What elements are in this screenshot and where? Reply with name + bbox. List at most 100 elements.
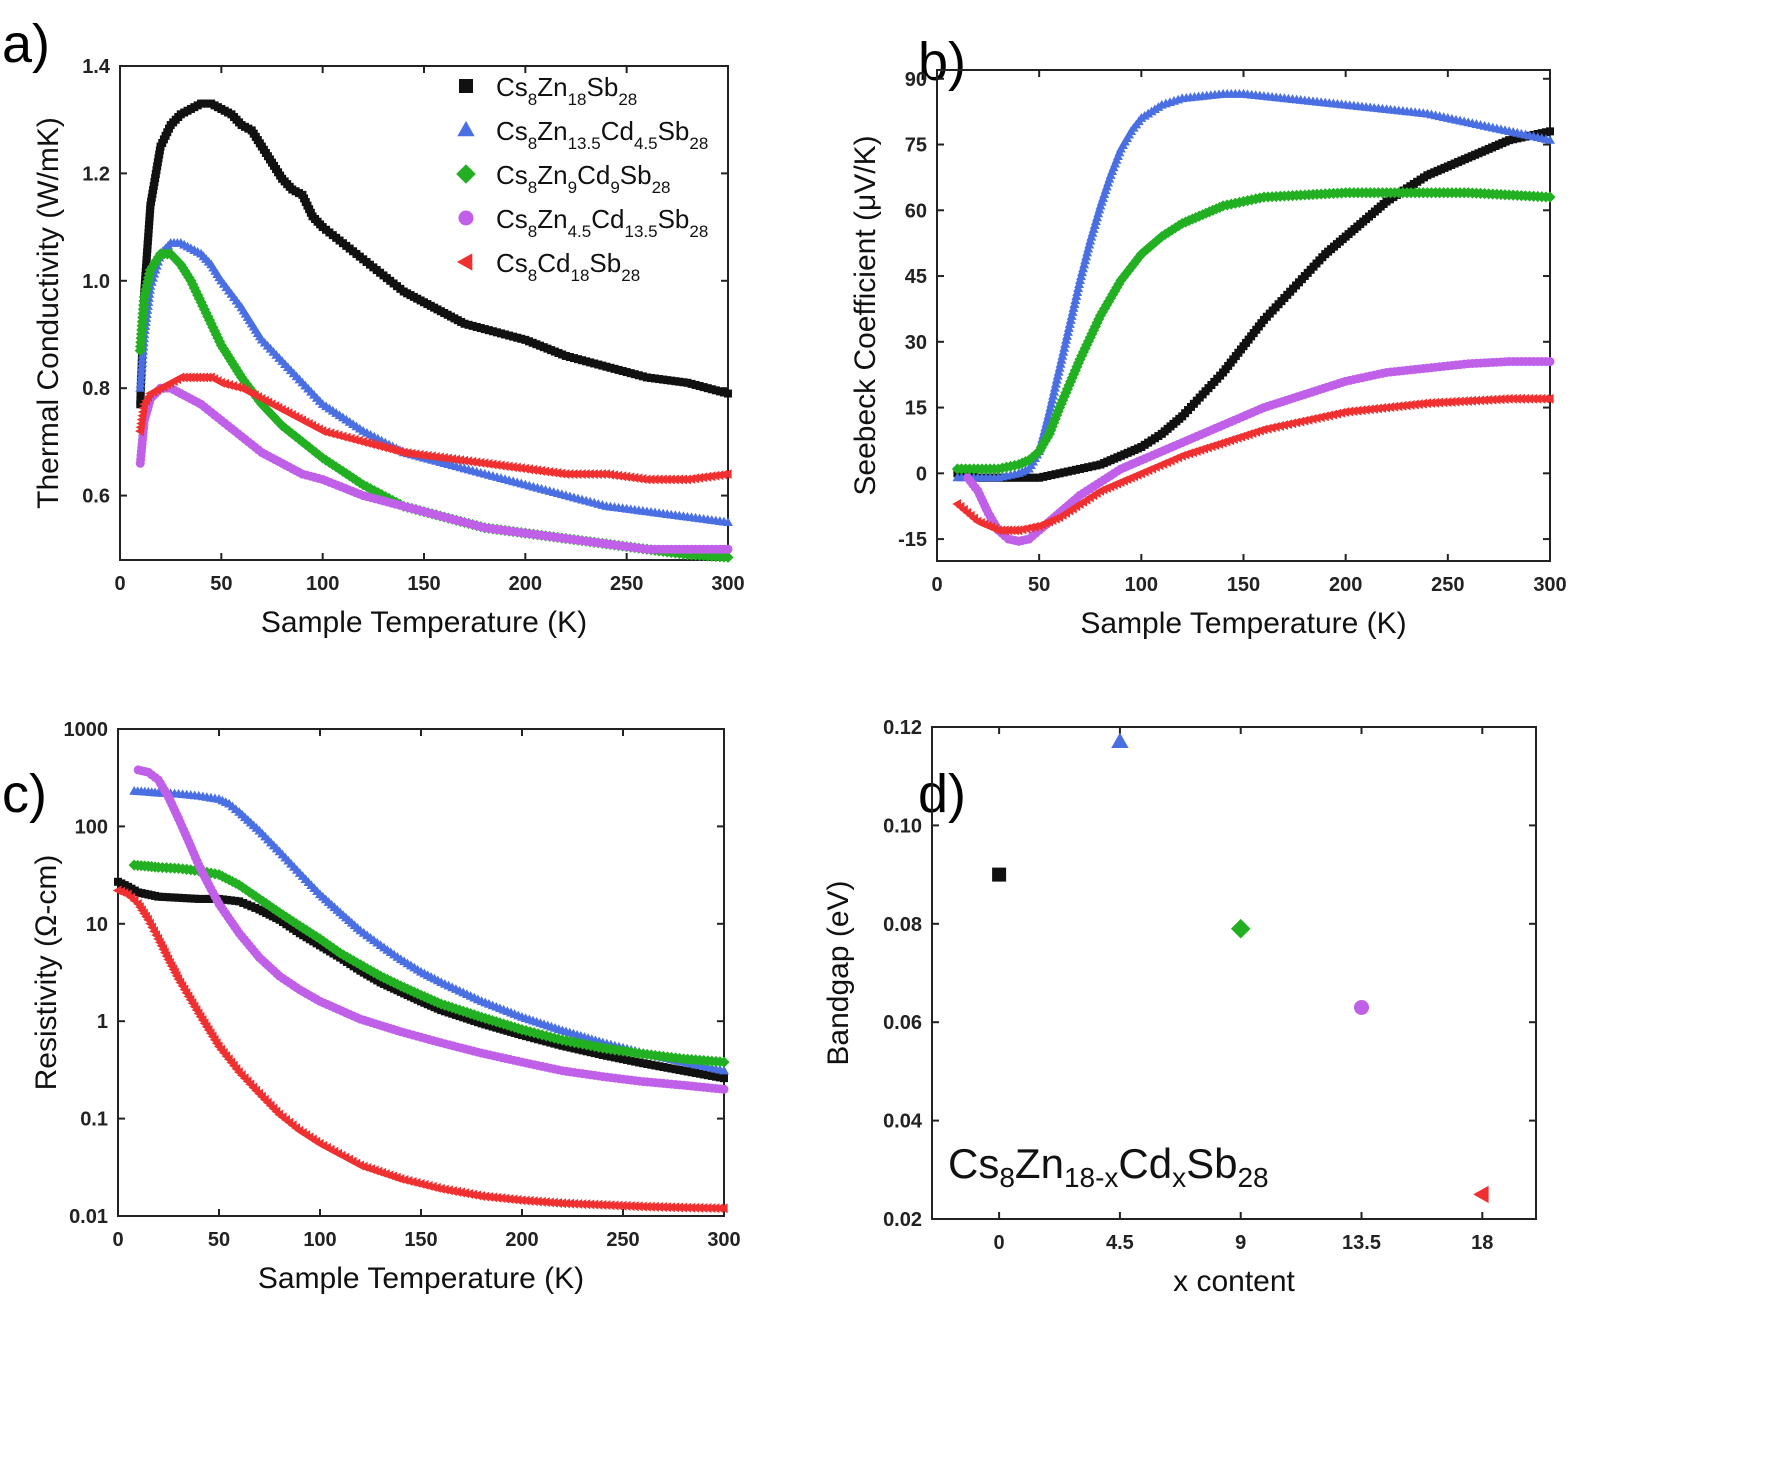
legend-marker [456, 253, 473, 271]
data-point [455, 455, 465, 466]
data-point [1023, 454, 1035, 466]
data-point [411, 1177, 421, 1188]
x-tick-label: 250 [606, 1229, 639, 1251]
y-tick-label: 45 [905, 266, 927, 288]
data-point [546, 1038, 555, 1047]
x-tick-label: 50 [210, 573, 232, 595]
data-point [344, 470, 356, 482]
data-point [1397, 400, 1407, 411]
series-cs8zn9cd9sb28 [951, 187, 1556, 475]
y-tick-label: -15 [898, 529, 927, 551]
data-point [675, 377, 684, 386]
y-tick-label: 1.0 [82, 271, 110, 293]
data-point [256, 398, 268, 410]
data-point [247, 888, 259, 900]
y-tick-label: 0.12 [883, 717, 922, 739]
data-point [1385, 402, 1395, 413]
data-point [186, 894, 195, 903]
data-point [202, 894, 211, 903]
panel-label-c: c) [2, 764, 47, 824]
data-point [651, 1061, 660, 1070]
data-point [1537, 129, 1546, 138]
data-point [497, 329, 506, 338]
data-point [532, 465, 542, 476]
data-point [562, 1042, 571, 1051]
data-point [361, 481, 373, 493]
data-point [354, 476, 366, 489]
legend-marker [456, 164, 476, 184]
panel-c: 0 50 100 150 200 250 300 0.01 0.1 1 10 100 1000 Sampl… [30, 719, 741, 1295]
x-tick-label: 9 [1235, 1232, 1246, 1254]
data-point [476, 324, 485, 333]
data-point [398, 447, 408, 458]
data-point [407, 1176, 417, 1187]
data-point [659, 375, 668, 384]
data-point [618, 366, 627, 375]
data-point [1111, 732, 1129, 749]
x-axis-title: Sample Temperature (K) [1080, 607, 1406, 640]
data-point [719, 1084, 729, 1094]
data-point [1505, 136, 1514, 145]
data-point [679, 378, 688, 387]
data-point [1513, 134, 1522, 143]
data-point [626, 369, 635, 378]
y-tick-label: 0.08 [883, 914, 922, 936]
x-tick-label: 300 [711, 573, 744, 595]
x-tick-label: 0 [114, 573, 125, 595]
data-point [690, 473, 700, 484]
y-axis-title: Thermal Conductivity (W/mK) [32, 117, 65, 509]
data-point [639, 1059, 648, 1068]
data-point [162, 893, 171, 902]
data-point [1475, 395, 1485, 406]
panel-b: 0 50 100 150 200 250 300 -15 0 15 30 45 60 75 90 Sample… [849, 69, 1567, 640]
data-point [625, 472, 635, 483]
data-point [505, 331, 514, 340]
data-point [703, 1071, 712, 1080]
data-point [569, 354, 578, 363]
y-tick-label: 0.8 [82, 378, 110, 400]
data-point [264, 407, 277, 420]
y-axis-title: Resistivity (Ω-cm) [30, 855, 63, 1091]
data-point [507, 462, 517, 473]
data-point [722, 551, 734, 563]
data-point [548, 467, 558, 478]
data-point [136, 396, 145, 405]
data-point [694, 472, 704, 483]
data-point [623, 1055, 632, 1064]
y-tick-label: 15 [905, 398, 927, 420]
data-point [447, 454, 456, 465]
y-tick-label: 0.1 [80, 1109, 108, 1131]
x-tick-label: 150 [407, 573, 440, 595]
data-point [330, 461, 342, 473]
data-point [602, 1051, 611, 1060]
data-point [682, 474, 692, 485]
data-point [594, 360, 603, 369]
data-point [1262, 423, 1272, 434]
series-cs8zn9cd9sb28 [1230, 918, 1251, 939]
data-point [166, 893, 175, 902]
legend-entry-cs8zn18sb28: Cs8Zn18Sb28 [459, 72, 637, 109]
data-point [270, 414, 282, 426]
y-tick-label: 30 [905, 332, 927, 354]
data-point [1479, 395, 1489, 406]
data-point [714, 470, 724, 481]
data-point [1509, 135, 1518, 144]
data-point [631, 1057, 640, 1066]
data-point [475, 457, 485, 468]
data-point [683, 378, 692, 387]
data-point [1356, 405, 1366, 416]
data-point [414, 449, 424, 460]
legend-label: Cs8Zn18Sb28 [496, 72, 637, 109]
data-point [1369, 403, 1378, 414]
data-point [1487, 394, 1497, 405]
data-point [480, 325, 489, 334]
data-point [647, 1060, 656, 1069]
data-point [601, 469, 610, 480]
data-point [1409, 399, 1419, 410]
data-point [1328, 409, 1338, 420]
data-point [1401, 400, 1411, 411]
data-point [1454, 396, 1464, 407]
data-point [1434, 397, 1444, 408]
data-point [566, 1043, 575, 1052]
data-point [635, 1058, 644, 1067]
